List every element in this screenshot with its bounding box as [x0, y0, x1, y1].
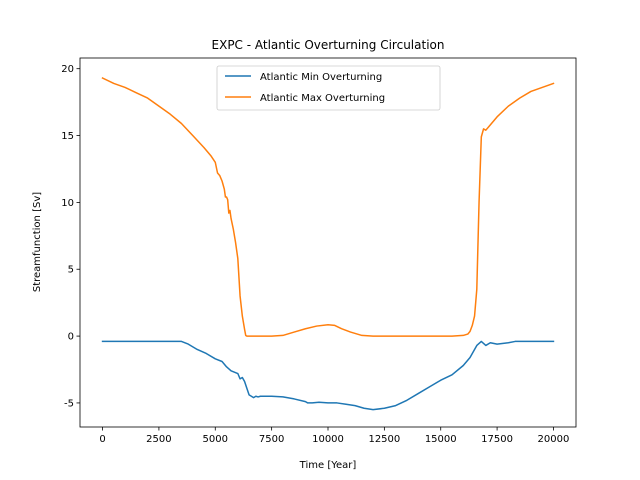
series-line-1: [101, 340, 555, 411]
y-tick-label: 15: [61, 131, 74, 142]
x-tick-label: 0: [99, 434, 105, 445]
x-tick-label: 17500: [481, 434, 513, 445]
y-axis-label: Streamfunction [Sv]: [32, 192, 43, 292]
legend-entry-label: Atlantic Max Overturning: [260, 93, 385, 104]
x-axis-label: Time [Year]: [299, 460, 357, 471]
x-tick-label: 20000: [538, 434, 570, 445]
x-tick-label: 12500: [368, 434, 400, 445]
series-line-2: [101, 77, 555, 337]
x-tick-label: 2500: [146, 434, 171, 445]
x-tick-label: 7500: [259, 434, 284, 445]
y-axis-ticks: -5 0 5 10 15 20: [61, 64, 80, 409]
x-tick-label: 15000: [425, 434, 457, 445]
y-tick-label: 10: [61, 198, 74, 209]
legend-box: [216, 65, 441, 111]
y-tick-label: 20: [61, 64, 74, 75]
legend: Atlantic Min Overturning Atlantic Max Ove…: [216, 65, 441, 111]
series-layer: [101, 77, 555, 411]
x-axis-ticks: 0 2500 5000 7500 10000 12500 15000 17500 20000: [99, 427, 569, 445]
y-tick-label: 0: [68, 332, 74, 343]
x-tick-label: 5000: [203, 434, 228, 445]
chart-title: EXPC - Atlantic Overturning Circulation: [212, 38, 445, 52]
y-tick-label: 5: [68, 265, 74, 276]
x-tick-label: 10000: [312, 434, 344, 445]
legend-entry-label: Atlantic Min Overturning: [260, 72, 382, 83]
y-tick-label: -5: [64, 398, 74, 409]
